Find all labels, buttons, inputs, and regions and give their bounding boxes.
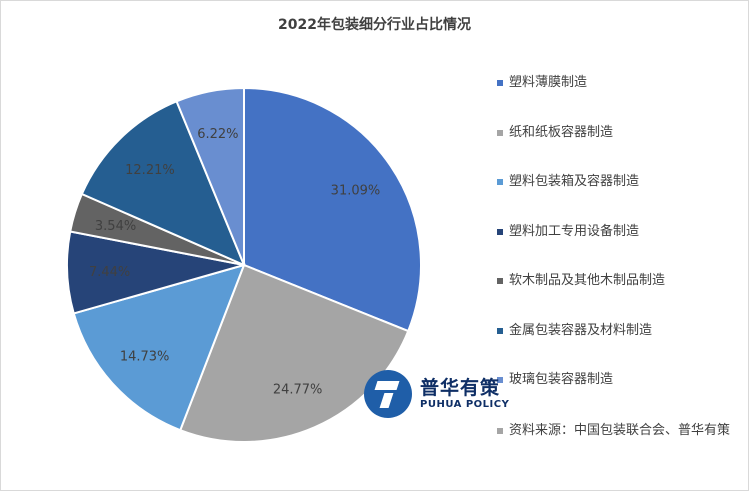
legend-label-4: 软木制品及其他木制品制造 (509, 273, 666, 288)
pie-slice-5 (80, 100, 246, 267)
legend-label-3: 塑料加工专用设备制造 (509, 223, 640, 239)
chart-title: 2022年包装细分行业占比情况 (278, 17, 471, 33)
pie-slice-6 (175, 86, 245, 266)
legend-label-5: 金属包装容器及材料制造 (509, 322, 653, 338)
legend-item-4: 软木制品及其他木制品制造 (497, 270, 742, 320)
pie-slice-0 (243, 86, 422, 333)
pie-data-label-0: 31.09% (331, 184, 381, 199)
legend-label-1: 纸和纸板容器制造 (509, 124, 614, 140)
legend-source-label: 资料来源：中国包装联合会、普华有策 (509, 423, 731, 438)
legend-item-5: 金属包装容器及材料制造 (497, 320, 742, 370)
legend-swatch-0 (497, 80, 503, 86)
logo-name-en: PUHUA POLICY (420, 399, 510, 410)
pie-slice-1 (178, 263, 410, 443)
pie-slice-2 (72, 263, 246, 432)
legend-item-0: 塑料薄膜制造 (497, 72, 742, 122)
legend-swatch-1 (497, 129, 503, 136)
legend-label-6: 玻璃包装容器制造 (509, 372, 614, 387)
pie-data-label-3: 7.44% (89, 265, 130, 280)
legend-source-swatch (497, 428, 503, 434)
pie-data-label-5: 12.21% (125, 163, 175, 178)
pie-data-label-6: 6.22% (197, 127, 238, 142)
pie-data-label-4: 3.54% (95, 219, 136, 234)
puhua-logo: 普华有策 PUHUA POLICY (364, 370, 514, 420)
pie-data-label-1: 24.77% (273, 382, 323, 397)
legend-label-0: 塑料薄膜制造 (509, 75, 588, 90)
legend-swatch-5 (497, 327, 503, 334)
legend-swatch-2 (497, 179, 503, 185)
legend-item-2: 塑料包装箱及容器制造 (497, 171, 742, 221)
legend-swatch-6 (497, 377, 503, 383)
logo-name-cn: 普华有策 (420, 377, 501, 399)
legend: 塑料薄膜制造纸和纸板容器制造塑料包装箱及容器制造 塑料加工专用设备制造软木制品及其… (497, 72, 742, 419)
legend-item-1: 纸和纸板容器制造 (497, 122, 742, 172)
legend-source-note: 资料来源：中国包装联合会、普华有策 (497, 419, 742, 443)
legend-label-2: 塑料包装箱及容器制造 (509, 174, 640, 189)
legend-swatch-4 (497, 278, 503, 284)
pie-data-label-2: 14.73% (120, 350, 170, 365)
legend-item-3: 塑料加工专用设备制造 (497, 221, 742, 271)
legend-item-6: 玻璃包装容器制造 (497, 369, 742, 419)
legend-swatch-3 (497, 228, 503, 235)
puhua-logo-icon (364, 370, 412, 418)
